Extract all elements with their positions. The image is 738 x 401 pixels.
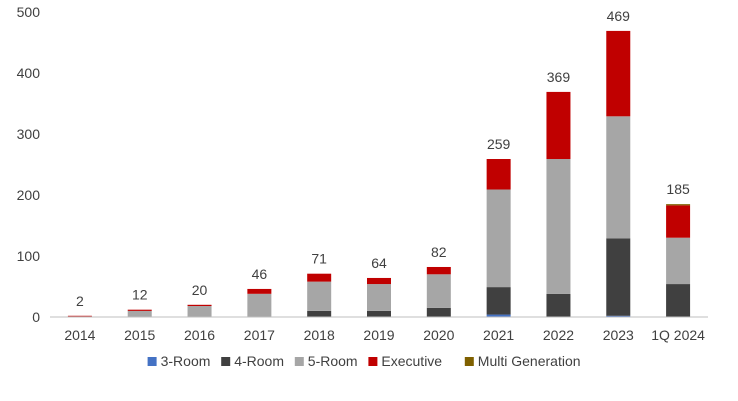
bar-stack-2019 [367,277,391,317]
bar-segment-executive [546,91,571,160]
bar-segment-5-room [307,281,332,311]
bar-segment-executive [127,309,152,311]
legend-item-executive: Executive [368,353,442,369]
bar-stack-2015 [127,309,152,317]
total-label: 2 [76,293,84,309]
bar-segment-5-room [127,310,152,317]
bar-stack-2017 [247,288,272,317]
y-tick-label: 200 [17,187,41,203]
bar-stack-2021 [486,159,511,317]
legend-item-3-room: 3-Room [147,353,211,369]
x-tick-label: 2018 [304,327,335,343]
legend-item-5-room: 5-Room [294,353,358,369]
legend-swatch [368,357,378,366]
x-tick-label: 2017 [244,327,275,343]
total-labels: 2 12 20 46 71 64 82 259 369 469 185 [76,8,690,309]
bar-segment-3-room [486,314,511,317]
legend-label: 5-Room [308,353,358,369]
x-tick-label: 2016 [184,327,215,343]
legend-label: 3-Room [161,353,211,369]
bar-segment-5-room [606,116,631,239]
total-label: 64 [371,255,387,271]
bar-segment-5-room [426,274,451,308]
y-tick-label: 500 [17,4,41,20]
total-label: 20 [192,282,208,298]
bar-segment-executive [247,288,272,294]
bar-segment-executive [426,266,451,275]
total-label: 469 [607,8,631,24]
y-tick-label: 300 [17,126,41,142]
bar-segment-executive [606,30,631,117]
bar-segment-4-room [606,238,631,316]
x-tick-label: 2014 [64,327,95,343]
bar-segment-3-room [606,315,631,317]
legend-swatch [294,357,304,366]
x-tick-label: 2023 [603,327,634,343]
bar-segment-executive [187,304,212,307]
bar-segment-executive [666,205,691,238]
legend-label: 4-Room [234,353,284,369]
bar-segment-5-room [486,189,511,288]
total-label: 46 [252,266,268,282]
legend: 3-Room 4-Room 5-Room Executive Multi Generat… [147,353,581,369]
y-tick-label: 0 [32,309,40,325]
total-label: 12 [132,287,148,303]
legend-swatch [147,357,157,366]
bar-segment-4-room [666,284,691,317]
bar-segment-executive [307,273,332,282]
bar-segment-multi-generation [666,204,691,206]
bar-stack-2022 [546,91,571,317]
bar-segment-executive [67,315,92,317]
bar-segment-4-room [546,293,571,317]
bar-stack-2023 [606,30,631,317]
bar-segment-5-room [367,284,391,311]
total-label: 185 [666,181,690,197]
total-label: 82 [431,244,447,260]
x-tick-label: 2019 [363,327,394,343]
x-tick-label: 2015 [124,327,155,343]
bar-segment-4-room [486,287,511,315]
bar-segment-5-room [546,159,571,294]
x-tick-label: 2020 [423,327,454,343]
x-tick-label: 2022 [543,327,574,343]
bar-segment-executive [486,159,511,190]
bar-stack-2016 [187,304,212,317]
total-label: 369 [547,69,571,85]
bars [67,30,691,317]
total-label: 71 [311,251,327,267]
x-axis: 2014 2015 2016 2017 2018 2019 2020 2021 2022 2023… [50,316,708,343]
total-label: 259 [487,136,511,152]
bar-segment-4-room [307,310,332,317]
legend-label: Multi Generation [478,353,581,369]
bar-segment-5-room [247,293,272,317]
bar-stack-2020 [426,266,451,317]
legend-swatch [221,357,231,366]
bar-segment-executive [367,277,391,285]
bar-segment-5-room [666,237,691,285]
y-axis: 0 100 200 300 400 500 [17,4,41,325]
bar-segment-5-room [187,306,212,317]
legend-item-4-room: 4-Room [221,353,284,369]
y-tick-label: 400 [17,65,41,81]
legend-swatch [464,357,474,366]
y-tick-label: 100 [17,248,41,264]
bar-stack-2018 [307,273,332,317]
x-tick-label: 2021 [483,327,514,343]
legend-label: Executive [381,353,442,369]
legend-item-multi-generation: Multi Generation [464,353,581,369]
bar-segment-4-room [426,307,451,317]
bar-segment-4-room [367,310,391,317]
x-tick-label: 1Q 2024 [651,327,705,343]
bar-stack-1q-2024 [666,204,691,317]
